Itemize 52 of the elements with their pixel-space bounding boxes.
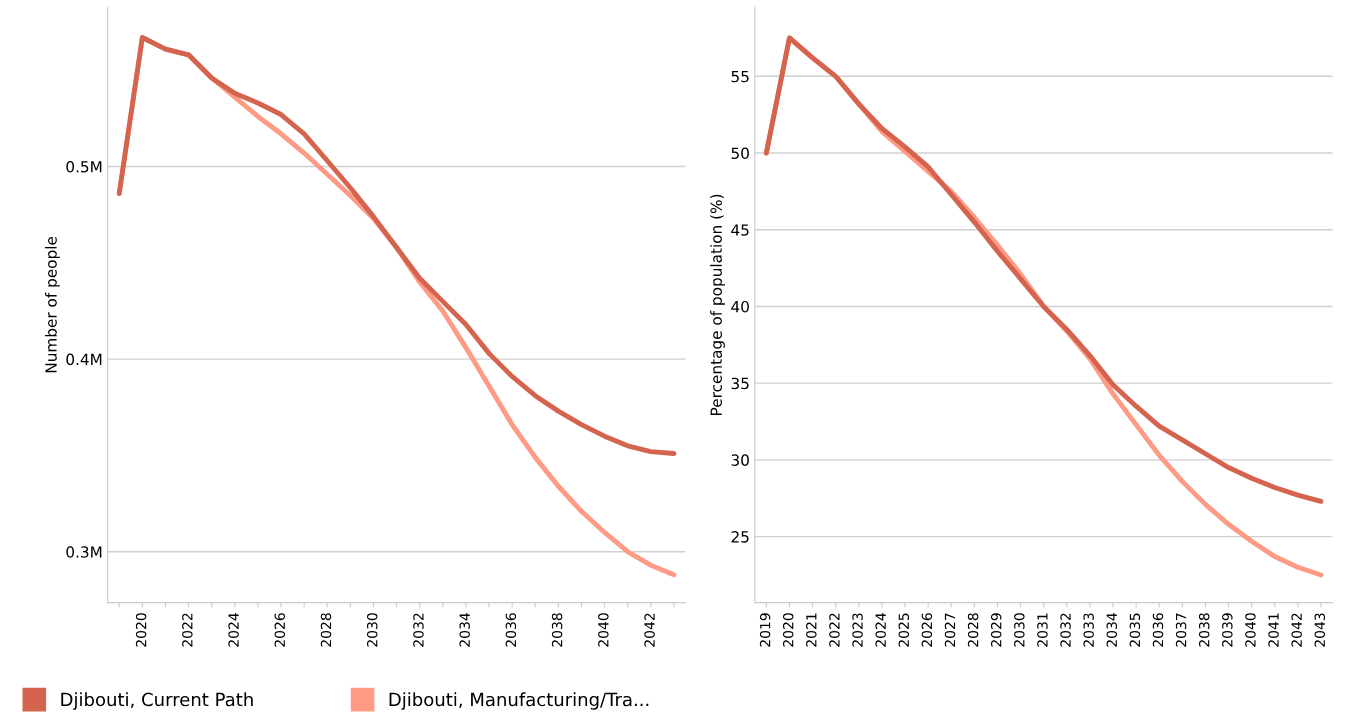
y-tick-label: 40 [731, 300, 749, 313]
x-tick-label: 2034 [459, 613, 470, 647]
x-tick-label: 2024 [228, 613, 239, 647]
x-tick-label: 2040 [1245, 613, 1256, 647]
x-tick-label: 2032 [1060, 613, 1071, 647]
x-tick-label: 2030 [1014, 613, 1025, 647]
legend-label: Djibouti, Manufacturing/Tra... [389, 692, 649, 710]
x-tick-label: 2036 [505, 613, 517, 647]
x-tick-label: 2026 [274, 613, 286, 647]
y-axis-title: Percentage of population (%) [710, 194, 725, 415]
x-tick-label: 2043 [1314, 613, 1326, 647]
x-tick-label: 2032 [413, 613, 424, 647]
x-tick-label: 2042 [644, 613, 655, 647]
x-tick-label: 2020 [782, 613, 794, 647]
x-tick-label: 2038 [1198, 613, 1210, 647]
x-tick-label: 2023 [852, 613, 863, 647]
x-tick-label: 2019 [759, 613, 771, 647]
x-tick-label: 2027 [944, 613, 956, 647]
y-tick-label: 0.3M [66, 546, 102, 558]
y-tick-label: 50 [731, 147, 749, 160]
x-tick-label: 2042 [1291, 613, 1302, 647]
y-tick-label: 35 [731, 377, 749, 390]
x-tick-label: 2040 [598, 613, 609, 647]
x-tick-label: 2026 [921, 613, 933, 647]
y-tick-label: 0.5M [66, 161, 102, 173]
x-tick-label: 2028 [967, 613, 979, 647]
y-tick-label: 25 [731, 531, 749, 543]
x-tick-label: 2022 [829, 613, 840, 647]
y-tick-label: 0.4M [66, 353, 102, 366]
x-tick-label: 2022 [182, 613, 193, 647]
x-tick-label: 2039 [1222, 613, 1233, 647]
legend-label: Djibouti, Current Path [61, 692, 253, 710]
x-tick-label: 2041 [1268, 613, 1279, 647]
y-axis-title: Number of people [45, 236, 60, 373]
x-tick-label: 2024 [875, 613, 886, 647]
x-tick-label: 2020 [135, 613, 147, 647]
y-tick-label: 30 [731, 454, 749, 466]
x-tick-label: 2031 [1037, 613, 1048, 647]
x-tick-label: 2021 [806, 613, 817, 647]
y-tick-label: 55 [731, 70, 749, 83]
x-tick-label: 2037 [1175, 613, 1187, 647]
x-tick-label: 2030 [366, 613, 378, 647]
x-tick-label: 2029 [990, 613, 1002, 647]
y-tick-label: 45 [731, 224, 749, 236]
x-tick-label: 2033 [1083, 613, 1094, 647]
x-tick-label: 2038 [551, 613, 563, 647]
x-tick-label: 2035 [1129, 613, 1141, 647]
x-tick-label: 2028 [320, 613, 332, 647]
line-series [116, 35, 677, 456]
x-tick-label: 2036 [1152, 613, 1164, 647]
x-tick-label: 2025 [898, 613, 910, 647]
x-tick-label: 2034 [1106, 613, 1118, 647]
